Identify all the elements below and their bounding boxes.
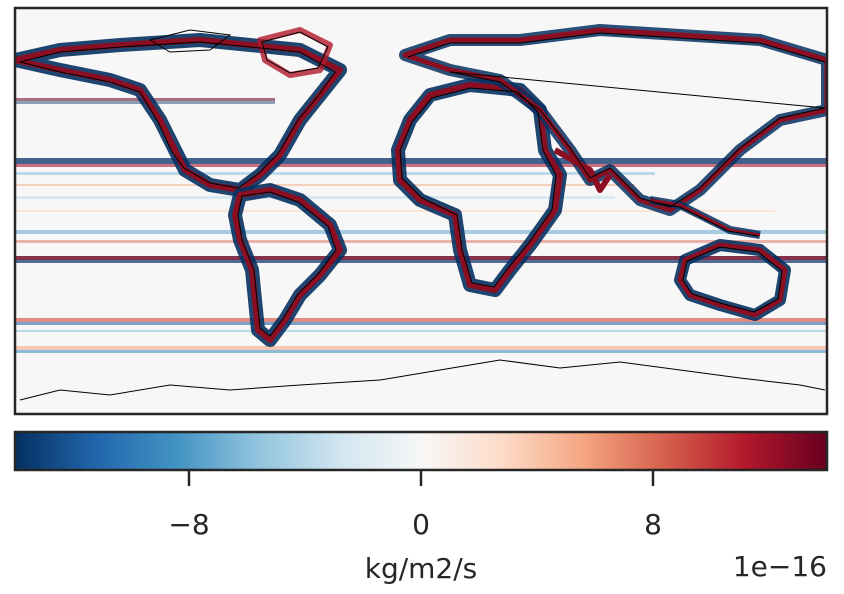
map-frame: [13, 6, 829, 416]
colorbar-offset-text: 1e−16: [732, 550, 827, 583]
data-field: [15, 24, 827, 353]
map-panel: [15, 8, 827, 414]
colorbar: [13, 430, 829, 486]
coastlines: [19, 29, 826, 401]
colorbar-tick-label: 8: [644, 508, 662, 541]
colorbar-tick-label: −8: [168, 508, 210, 541]
colorbar-label: kg/m2/s: [364, 552, 478, 585]
colorbar-tick-label: 0: [412, 508, 430, 541]
colorbar-gradient: [15, 432, 827, 470]
